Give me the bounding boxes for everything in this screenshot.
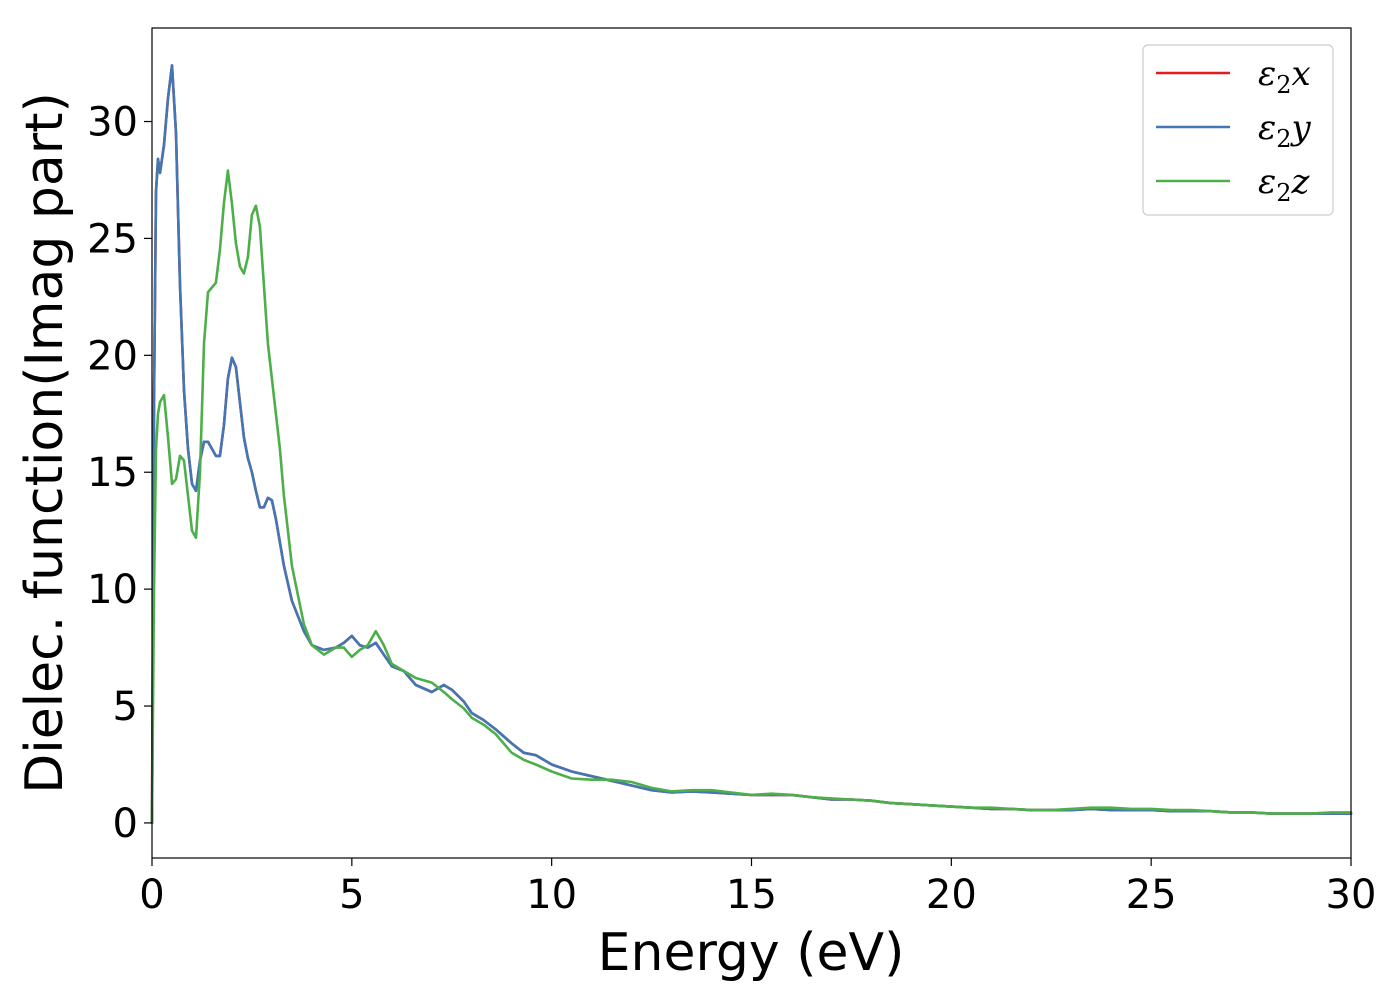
- x-tick-label: 15: [726, 872, 777, 918]
- y-axis-title: Dielec. function(Imag part): [15, 92, 75, 794]
- x-axis-title: Energy (eV): [598, 923, 905, 983]
- legend-box: [1142, 44, 1334, 216]
- y-tick-label: 25: [87, 216, 138, 262]
- y-tick-label: 15: [87, 450, 138, 496]
- x-tick-label: 0: [139, 872, 164, 918]
- x-tick-label: 10: [526, 872, 577, 918]
- y-tick-label: 0: [113, 801, 138, 847]
- y-tick-label: 5: [113, 684, 138, 730]
- y-tick-label: 30: [87, 100, 138, 146]
- legend-label-x: ε2x: [1258, 54, 1311, 99]
- x-tick-label: 30: [1326, 872, 1377, 918]
- x-axis: 0 5 10 15 20 25 30: [139, 858, 1376, 918]
- x-tick-label: 5: [339, 872, 364, 918]
- series-line-z: [150, 169, 1353, 825]
- y-tick-label: 20: [87, 333, 138, 379]
- y-tick-label: 10: [87, 567, 138, 613]
- legend-label-z: ε2z: [1258, 162, 1311, 207]
- x-tick-label: 20: [926, 872, 977, 918]
- legend: ε2x ε2y ε2z: [1142, 44, 1334, 216]
- series-layer: [150, 64, 1353, 825]
- legend-label-y: ε2y: [1258, 108, 1312, 153]
- y-axis: 0 5 10 15 20 25 30: [87, 100, 152, 847]
- x-tick-label: 25: [1126, 872, 1177, 918]
